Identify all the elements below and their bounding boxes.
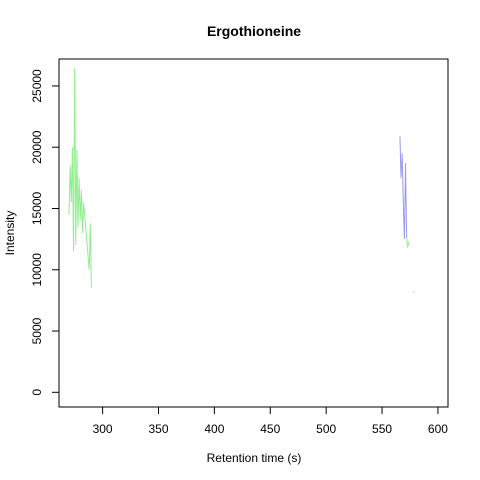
chart-title: Ergothioneine xyxy=(207,23,301,39)
x-tick-label: 550 xyxy=(372,422,392,436)
series-layer xyxy=(68,67,415,294)
x-tick-label: 500 xyxy=(316,422,336,436)
y-tick-label: 10000 xyxy=(30,253,44,287)
x-axis: 300 350 400 450 500 550 600 xyxy=(93,406,448,436)
series-line-2 xyxy=(399,136,408,240)
y-axis-label: Intensity xyxy=(3,211,17,256)
x-axis-label: Retention time (s) xyxy=(207,451,302,465)
plot-frame xyxy=(58,58,449,408)
series-line-1 xyxy=(68,67,92,289)
x-tick-label: 450 xyxy=(260,422,280,436)
series-line-3 xyxy=(406,237,410,248)
x-tick-label: 350 xyxy=(148,422,168,436)
x-tick-label: 300 xyxy=(93,422,113,436)
x-tick-label: 400 xyxy=(204,422,224,436)
y-tick-label: 20000 xyxy=(30,130,44,164)
y-tick-label: 5000 xyxy=(30,317,44,344)
y-tick-label: 25000 xyxy=(30,69,44,103)
y-axis: 0 5000 10000 15000 20000 25000 xyxy=(30,69,60,396)
y-tick-label: 0 xyxy=(30,389,44,396)
y-tick-label: 15000 xyxy=(30,191,44,225)
x-tick-label: 600 xyxy=(428,422,448,436)
series-line-4 xyxy=(412,291,415,294)
